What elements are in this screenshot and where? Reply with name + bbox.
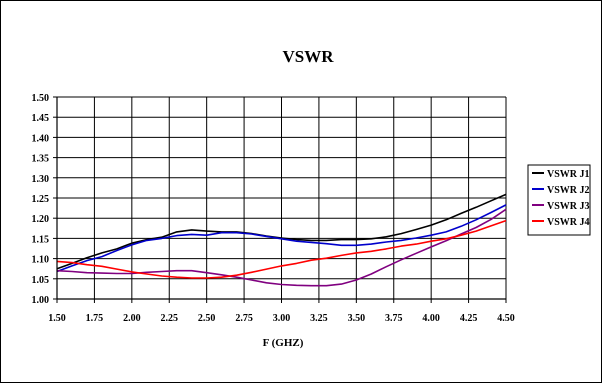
y-tick-label: 1.30 (32, 174, 50, 185)
x-tick-label: 2.50 (198, 313, 216, 324)
grid (56, 96, 507, 300)
series-layer (56, 193, 507, 287)
y-tick-label: 1.40 (32, 133, 50, 144)
chart-title: VSWR (282, 47, 334, 66)
x-axis-label: F (GHZ) (263, 337, 304, 349)
x-tick-label: 4.50 (497, 313, 515, 324)
legend-label: VSWR J2 (547, 185, 590, 196)
x-tick-label: 3.25 (310, 313, 328, 324)
legend: VSWR J1 VSWR J2 VSWR J3 VSWR J4 (527, 164, 591, 236)
x-tick-label: 1.75 (86, 313, 104, 324)
legend-label: VSWR J3 (547, 201, 590, 212)
x-tick-label: 3.50 (348, 313, 366, 324)
x-tick-label: 4.25 (460, 313, 478, 324)
series-line-vswr-j2 (56, 204, 507, 273)
y-tick-label: 1.25 (32, 194, 50, 205)
x-tick-label: 4.00 (422, 313, 440, 324)
series-line-vswr-j3 (56, 208, 507, 287)
y-tick-label: 1.00 (32, 295, 50, 306)
x-tick-label: 2.25 (161, 313, 179, 324)
x-tick-label: 1.50 (48, 313, 66, 324)
legend-box (527, 164, 591, 236)
series-line-vswr-j4 (56, 219, 507, 279)
y-tick-label: 1.10 (32, 255, 50, 266)
y-tick-label: 1.45 (32, 113, 50, 124)
x-tick-label: 3.75 (385, 313, 403, 324)
legend-label: VSWR J4 (547, 217, 590, 228)
y-tick-label: 1.35 (32, 154, 50, 165)
y-tick-label: 1.05 (32, 275, 50, 286)
x-tick-label: 3.00 (273, 313, 291, 324)
y-tick-label: 1.20 (32, 214, 50, 225)
ticks: 1.00 1.05 1.10 1.15 1.20 1.25 1.30 1.35 1.40 1.45… (32, 93, 515, 324)
y-tick-label: 1.50 (32, 93, 50, 104)
legend-label: VSWR J1 (547, 169, 590, 180)
x-tick-label: 2.00 (123, 313, 141, 324)
x-tick-label: 2.75 (235, 313, 253, 324)
y-tick-label: 1.15 (32, 234, 50, 245)
